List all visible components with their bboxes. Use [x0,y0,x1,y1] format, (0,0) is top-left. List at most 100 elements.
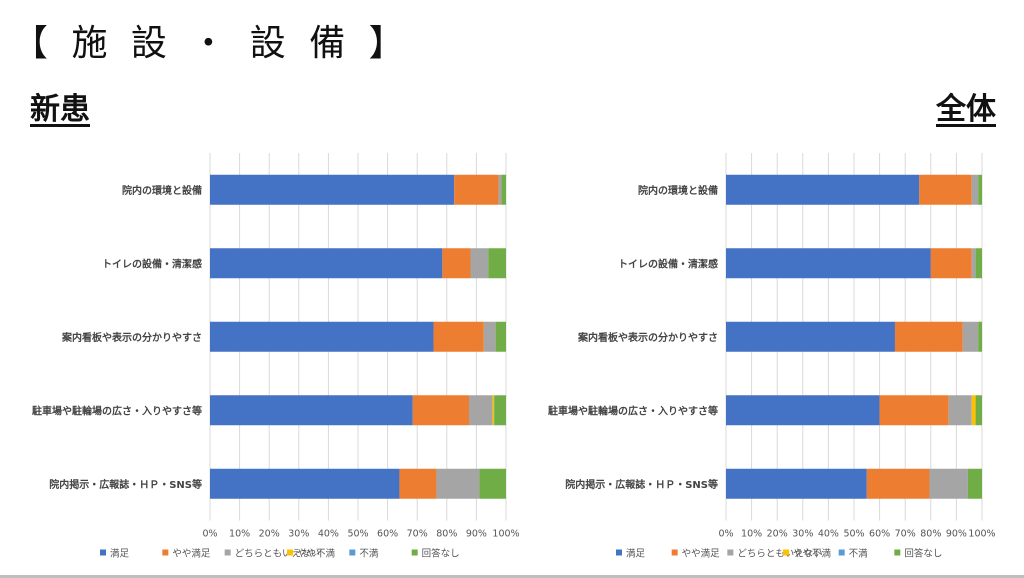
x-tick-label: 70% [407,529,428,540]
bar-segment-2 [469,395,493,426]
bar-segment-0 [210,395,413,426]
bar-segment-0 [726,395,880,426]
legend-label: やや満足 [172,549,211,560]
bar-segment-1 [442,248,471,279]
section-label-new-patients: 新患 [30,92,90,127]
bar-segment-1 [919,174,972,205]
bar-segment-5 [494,395,506,426]
category-label: トイレの設備・清潔感 [618,257,718,270]
x-tick-label: 100% [968,529,995,540]
x-tick-label: 60% [377,529,398,540]
legend-label: 回答なし [904,548,942,560]
bar-segment-0 [726,174,920,205]
bar-segment-2 [948,395,972,426]
legend-label: 不満 [849,549,869,560]
legend-swatch [162,549,169,556]
bar-segment-2 [498,174,502,205]
legend-label: 回答なし [422,548,460,560]
category-label: 院内掲示・広報誌・ＨＰ・SNS等 [565,478,718,491]
x-tick-label: 10% [229,529,250,540]
x-tick-label: 40% [818,529,839,540]
x-tick-label: 30% [792,529,813,540]
x-tick-label: 20% [767,529,788,540]
x-tick-label: 20% [259,529,280,540]
x-tick-label: 40% [318,529,339,540]
chart-new-patients: 0% 10% 20% 30% 40% 50% 60% 70% 80% 90% 100% 院内の環境と設… [32,153,520,560]
bar-segment-2 [962,321,979,352]
legend-swatch [224,549,231,556]
page-title: 【 施 設 ・ 設 備 】 [12,23,411,64]
category-label: 駐車場や駐輪場の広さ・入りやすさ等 [32,404,202,417]
bar-segment-1 [412,395,469,426]
bar-segment-0 [210,174,455,205]
bar-segment-0 [210,321,434,352]
legend-label: やや満足 [682,549,721,560]
bar-segment-1 [399,468,437,499]
legend-swatch [671,549,678,556]
x-tick-label: 80% [920,529,941,540]
x-tick-label: 90% [946,529,967,540]
bar-segment-5 [479,468,506,499]
x-tick-label: 70% [895,529,916,540]
x-tick-label: 30% [288,529,309,540]
bar-segment-2 [436,468,480,499]
bar-segment-1 [894,321,963,352]
bar-segment-2 [929,468,968,499]
legend-swatch [616,549,622,556]
bar-segment-0 [726,468,867,499]
legend-swatch [100,549,106,556]
legend-label: 満足 [110,549,130,560]
x-tick-label: 0% [202,529,217,540]
bar-segment-0 [726,248,931,279]
x-tick-label: 60% [869,529,890,540]
legend-swatch [727,549,734,556]
legend-label: やや不満 [297,549,336,560]
bar-segment-5 [501,174,506,205]
legend-label: どちらともいえない [737,549,822,560]
bar-segment-1 [433,321,484,352]
category-label: 院内の環境と設備 [122,184,202,197]
x-tick-label: 0% [718,529,733,540]
bar-segment-1 [879,395,949,426]
legend-swatch [287,549,293,556]
legend-label: やや不満 [793,549,832,560]
bar-segment-3 [971,395,976,426]
legend-swatch [838,549,845,556]
bar-segment-2 [971,174,979,205]
category-label: 案内看板や表示の分かりやすさ [577,331,718,344]
x-tick-label: 100% [492,529,519,540]
category-label: 院内の環境と設備 [638,184,718,197]
section-label-overall: 全体 [936,92,996,127]
x-tick-label: 80% [436,529,457,540]
bar-segment-1 [454,174,499,205]
category-label: 案内看板や表示の分かりやすさ [61,331,202,344]
category-label: トイレの設備・清潔感 [102,257,202,270]
bar-segment-1 [866,468,930,499]
category-label: 院内掲示・広報誌・ＨＰ・SNS等 [49,478,202,491]
x-tick-label: 50% [843,529,864,540]
bar-segment-5 [488,248,506,279]
bar-segment-0 [210,248,443,279]
legend-label: どちらともいえない [235,549,320,560]
x-tick-label: 10% [741,529,762,540]
bar-segment-5 [978,321,982,352]
bar-segment-5 [975,248,982,279]
bar-segment-2 [971,248,976,279]
bar-segment-5 [967,468,982,499]
bar-segment-5 [495,321,506,352]
bar-segment-2 [470,248,489,279]
bar-segment-3 [492,395,495,426]
chart-overall: 0% 10% 20% 30% 40% 50% 60% 70% 80% 90% 100% 院内の環境と設… [548,153,996,560]
footer-divider [0,575,1024,578]
bar-segment-1 [930,248,972,279]
bar-segment-0 [210,468,400,499]
legend-swatch [894,549,901,556]
legend-label: 不満 [359,549,379,560]
legend-swatch [411,549,418,556]
legend-swatch [783,549,789,556]
bar-segment-2 [483,321,496,352]
legend-swatch [349,549,356,556]
category-label: 駐車場や駐輪場の広さ・入りやすさ等 [548,404,718,417]
bar-segment-5 [978,174,982,205]
bar-segment-0 [726,321,895,352]
